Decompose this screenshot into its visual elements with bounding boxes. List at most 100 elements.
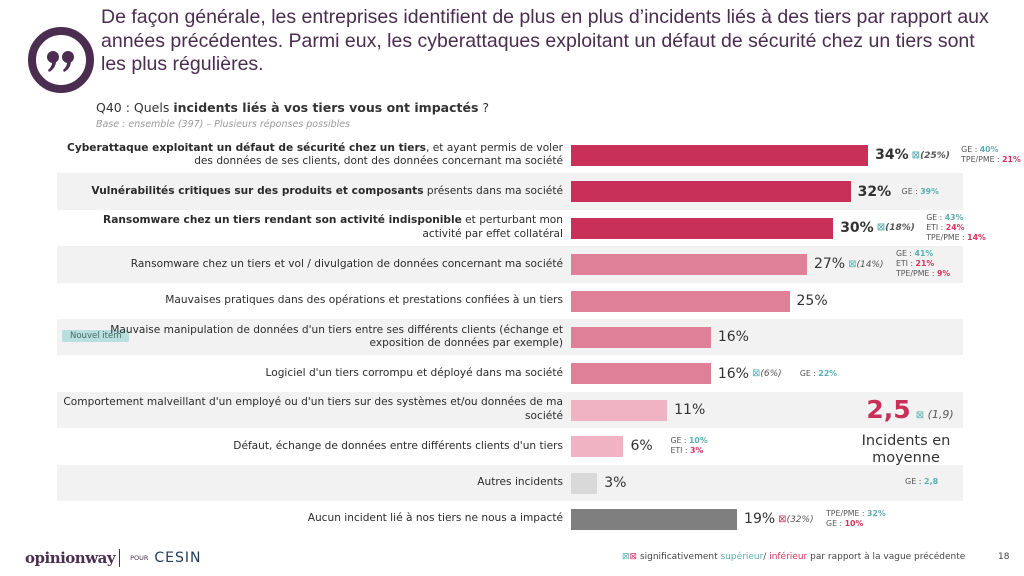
trend-down-icon: ⊠ [778, 513, 787, 525]
data-label-value: 34% [875, 147, 909, 164]
chart-row: Mauvaises pratiques dans des opérations … [57, 283, 963, 319]
subgroup-line: TPE/PME : 32% [826, 509, 886, 519]
bar [571, 217, 834, 239]
subgroup-name: GE : [799, 368, 819, 378]
data-label-value: 30% [840, 219, 874, 236]
tick-label: Logiciel d'un tiers corrompu et déployé … [63, 355, 564, 391]
trend-indicator: ⊠(32%) [778, 514, 813, 525]
data-label-value: 6% [630, 438, 653, 455]
average-subgroup: GE : 2,8 [905, 477, 938, 486]
average-value: 2,5 [866, 395, 911, 424]
subgroup-line: GE : 39% [902, 187, 939, 197]
trend-indicator: ⊠(25%) [912, 150, 950, 161]
chart-row: Défaut, échange de données entre différe… [57, 428, 963, 464]
subgroup-value: 21% [915, 259, 935, 269]
tick-label: Mauvaise manipulation de données d'un ti… [63, 319, 563, 355]
bar [571, 326, 711, 348]
data-label: 3% [604, 465, 626, 501]
chart-row: Comportement malveillant d'un employé ou… [57, 391, 963, 429]
subgroup-values: TPE/PME : 32% GE : 10% [826, 501, 886, 537]
subgroup-values: GE : 41% ETI : 21% TPE/PME : 9% [896, 246, 950, 282]
subgroup-value: 10% [689, 436, 708, 446]
trend-indicator: ⊠(6%) [752, 368, 782, 379]
previous-value: (25%) [920, 150, 950, 161]
tick-label-text: Mauvaise manipulation de données d'un ti… [63, 324, 563, 351]
bar [571, 363, 711, 385]
tick-label-rest: , et ayant permis de voler des données d… [194, 141, 563, 168]
tick-label: Défaut, échange de données entre différe… [63, 428, 563, 464]
subgroup-line: GE : 10% [670, 436, 707, 446]
bar [571, 508, 738, 530]
headline: De façon générale, les entreprises ident… [101, 6, 989, 75]
tick-label-rest: présents dans ma société [423, 184, 563, 197]
chart-row: Cyberattaque exploitant un défaut de séc… [57, 137, 1021, 173]
bar [571, 254, 807, 276]
previous-value: (6%) [760, 369, 782, 380]
average-trend: ⊠ (1,9) [916, 408, 954, 421]
trend-indicator: ⊠(14%) [848, 259, 883, 270]
subgroup-line: GE : 41% [896, 249, 950, 259]
footer-logos: opinionway POUR CESIN [25, 549, 201, 567]
legend-separator: / [763, 552, 770, 562]
subgroup-value: 32% [867, 509, 886, 519]
question-suffix: ? [478, 100, 489, 115]
new-item-badge: Nouvel item [62, 329, 130, 342]
chart-row: Aucun incident lié à nos tiers ne nous a… [57, 501, 963, 537]
average-previous: (1,9) [927, 408, 954, 421]
previous-value: (14%) [856, 259, 884, 270]
subgroup-line: GE : 22% [800, 369, 837, 379]
subgroup-values: GE : 40% TPE/PME : 21% [961, 137, 1021, 173]
tick-label-rest: Aucun incident lié à nos tiers ne nous a… [307, 512, 563, 525]
data-label-value: 32% [857, 183, 892, 200]
subgroup-name: TPE/PME : [895, 269, 937, 279]
subgroup-values: GE : 10% ETI : 3% [670, 428, 707, 464]
opinionway-logo: opinionway [25, 549, 116, 567]
page-number: 18 [998, 552, 1010, 562]
subgroup-line: GE : 10% [826, 519, 886, 529]
tick-label-rest: Autres incidents [477, 475, 563, 488]
subgroup-value: 39% [920, 186, 939, 196]
subgroup-value: 41% [914, 249, 934, 259]
subgroup-name: ETI : [670, 446, 691, 456]
subgroup-value: 24% [945, 222, 965, 232]
tick-label-text: Cyberattaque exploitant un défaut de séc… [63, 142, 563, 169]
base-note: Base : ensemble (397) – Plusieurs répons… [96, 119, 351, 130]
legend-text: significativement [637, 552, 721, 562]
chart-row: Autres incidents 3% [57, 464, 963, 501]
average-subgroup-name: GE : [905, 477, 925, 486]
tick-label-text: Logiciel d'un tiers corrompu et déployé … [266, 367, 564, 381]
legend-suffix: par rapport à la vague précédente [807, 552, 966, 562]
subgroup-value: 14% [967, 232, 986, 242]
chart-row: Ransomware chez un tiers rendant son act… [57, 210, 986, 246]
bar [571, 181, 851, 203]
tick-label: Ransomware chez un tiers rendant son act… [63, 210, 563, 246]
average-label: Incidents en moyenne [861, 433, 951, 466]
subgroup-value: 43% [944, 212, 964, 222]
tick-label-text: Ransomware chez un tiers et vol / divulg… [131, 258, 563, 272]
tick-label-rest: Comportement malveillant d'un employé ou… [63, 396, 563, 422]
data-label-value: 3% [604, 474, 627, 491]
subgroup-name: GE : [670, 436, 689, 446]
logo-divider [119, 549, 121, 567]
tick-label-rest: Défaut, échange de données entre différe… [233, 439, 563, 452]
data-label: 30% ⊠(18%) [840, 210, 915, 246]
subgroup-value: 10% [844, 519, 864, 529]
question-bold: incidents liés à vos tiers vous ont impa… [173, 100, 479, 115]
subgroup-name: ETI : [895, 259, 916, 269]
cesin-logo-text: CESIN [154, 550, 202, 566]
data-label: 16% [718, 319, 749, 355]
subgroup-line: TPE/PME : 21% [961, 155, 1021, 165]
subgroup-name: GE : [826, 519, 845, 529]
subgroup-value: 9% [936, 269, 951, 279]
tick-label-bold: Ransomware chez un tiers rendant son act… [103, 214, 462, 227]
subgroup-name: GE : [961, 145, 980, 155]
data-label: 27% ⊠(14%) [814, 246, 884, 282]
chart-row: Ransomware chez un tiers et vol / divulg… [57, 246, 963, 283]
average-block: 2,5 ⊠ (1,9) [855, 395, 965, 424]
cesin-logo: CESIN [150, 550, 202, 567]
subgroup-name: ETI : [926, 222, 946, 232]
trend-up-icon: ⊠ [876, 222, 886, 234]
data-label: 16% ⊠(6%) [718, 355, 782, 391]
bar-chart: Cyberattaque exploitant un défaut de séc… [57, 137, 1021, 537]
subgroup-line: ETI : 3% [670, 446, 707, 456]
